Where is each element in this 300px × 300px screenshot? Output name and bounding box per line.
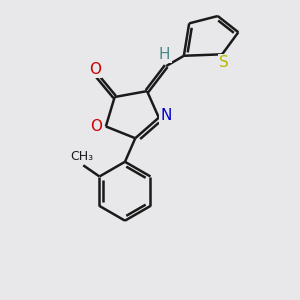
Text: O: O: [90, 119, 102, 134]
Text: O: O: [89, 62, 101, 77]
Text: CH₃: CH₃: [70, 150, 93, 163]
Text: S: S: [219, 55, 229, 70]
Text: N: N: [160, 108, 172, 123]
Text: H: H: [159, 47, 170, 62]
